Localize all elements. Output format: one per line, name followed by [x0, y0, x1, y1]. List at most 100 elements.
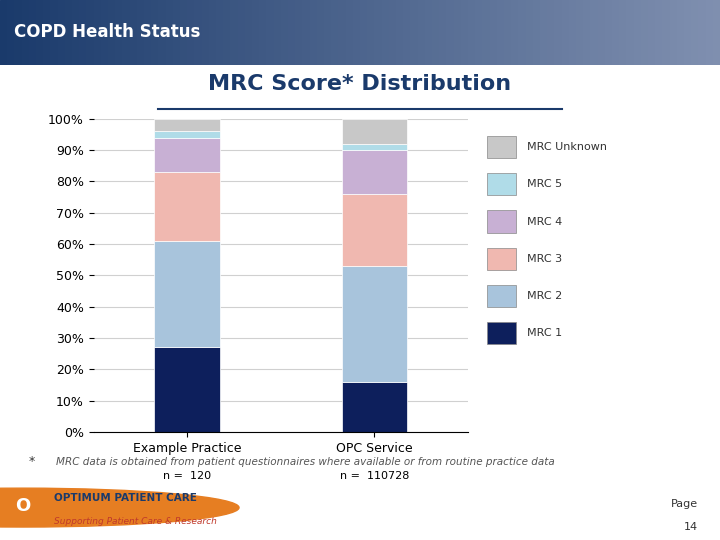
- FancyBboxPatch shape: [487, 285, 516, 307]
- Bar: [144, 0, 151, 65]
- Bar: [202, 0, 209, 65]
- Bar: [7, 0, 14, 65]
- Text: 14: 14: [684, 522, 698, 532]
- Bar: [154, 131, 220, 138]
- Bar: [29, 0, 36, 65]
- Bar: [504, 0, 511, 65]
- Bar: [713, 0, 720, 65]
- Bar: [288, 0, 295, 65]
- Bar: [533, 0, 540, 65]
- Bar: [79, 0, 86, 65]
- Bar: [154, 172, 220, 241]
- Text: MRC 2: MRC 2: [527, 291, 562, 301]
- Circle shape: [0, 488, 239, 527]
- Bar: [341, 382, 408, 432]
- Bar: [341, 266, 408, 382]
- Bar: [130, 0, 137, 65]
- Bar: [403, 0, 410, 65]
- Bar: [0, 0, 7, 65]
- Text: MRC 1: MRC 1: [527, 328, 562, 338]
- Bar: [166, 0, 173, 65]
- Bar: [353, 0, 360, 65]
- Text: MRC Unknown: MRC Unknown: [527, 142, 607, 152]
- Text: MRC 4: MRC 4: [527, 217, 562, 226]
- Bar: [540, 0, 547, 65]
- Bar: [151, 0, 158, 65]
- Bar: [482, 0, 490, 65]
- Text: n =  110728: n = 110728: [340, 471, 409, 481]
- Bar: [554, 0, 562, 65]
- Bar: [468, 0, 475, 65]
- Bar: [230, 0, 238, 65]
- Bar: [154, 241, 220, 347]
- Bar: [432, 0, 439, 65]
- Bar: [619, 0, 626, 65]
- FancyBboxPatch shape: [487, 247, 516, 270]
- Bar: [612, 0, 619, 65]
- Bar: [50, 0, 58, 65]
- Bar: [626, 0, 634, 65]
- Bar: [410, 0, 418, 65]
- Bar: [341, 194, 408, 266]
- Text: Page: Page: [671, 500, 698, 509]
- Bar: [634, 0, 641, 65]
- Bar: [154, 138, 220, 172]
- Bar: [547, 0, 554, 65]
- Bar: [655, 0, 662, 65]
- Bar: [223, 0, 230, 65]
- Text: n =  120: n = 120: [163, 471, 211, 481]
- Bar: [65, 0, 72, 65]
- Text: COPD Health Status: COPD Health Status: [14, 23, 201, 42]
- Bar: [569, 0, 576, 65]
- Bar: [209, 0, 216, 65]
- Bar: [115, 0, 122, 65]
- Bar: [22, 0, 29, 65]
- Bar: [648, 0, 655, 65]
- Bar: [497, 0, 504, 65]
- Bar: [324, 0, 331, 65]
- Bar: [341, 150, 408, 194]
- Bar: [446, 0, 454, 65]
- Bar: [439, 0, 446, 65]
- Bar: [511, 0, 518, 65]
- Bar: [382, 0, 389, 65]
- Bar: [281, 0, 288, 65]
- Bar: [252, 0, 259, 65]
- Text: *: *: [28, 455, 35, 468]
- Bar: [454, 0, 461, 65]
- Bar: [346, 0, 353, 65]
- Bar: [14, 0, 22, 65]
- Bar: [662, 0, 670, 65]
- Bar: [526, 0, 533, 65]
- Bar: [36, 0, 43, 65]
- Bar: [317, 0, 324, 65]
- Bar: [425, 0, 432, 65]
- Bar: [341, 119, 408, 144]
- Bar: [302, 0, 310, 65]
- Bar: [490, 0, 497, 65]
- Bar: [259, 0, 266, 65]
- Bar: [58, 0, 65, 65]
- Bar: [341, 144, 408, 150]
- Bar: [43, 0, 50, 65]
- Bar: [108, 0, 115, 65]
- Text: MRC Score* Distribution: MRC Score* Distribution: [208, 73, 512, 94]
- Bar: [94, 0, 101, 65]
- Bar: [274, 0, 281, 65]
- Bar: [187, 0, 194, 65]
- Bar: [475, 0, 482, 65]
- Text: O: O: [15, 497, 31, 515]
- Bar: [194, 0, 202, 65]
- Bar: [583, 0, 590, 65]
- Bar: [154, 119, 220, 131]
- Bar: [562, 0, 569, 65]
- Bar: [706, 0, 713, 65]
- Bar: [238, 0, 245, 65]
- Text: MRC 3: MRC 3: [527, 254, 562, 264]
- Bar: [590, 0, 598, 65]
- Bar: [598, 0, 605, 65]
- Bar: [245, 0, 252, 65]
- Bar: [180, 0, 187, 65]
- FancyBboxPatch shape: [487, 136, 516, 158]
- Bar: [389, 0, 396, 65]
